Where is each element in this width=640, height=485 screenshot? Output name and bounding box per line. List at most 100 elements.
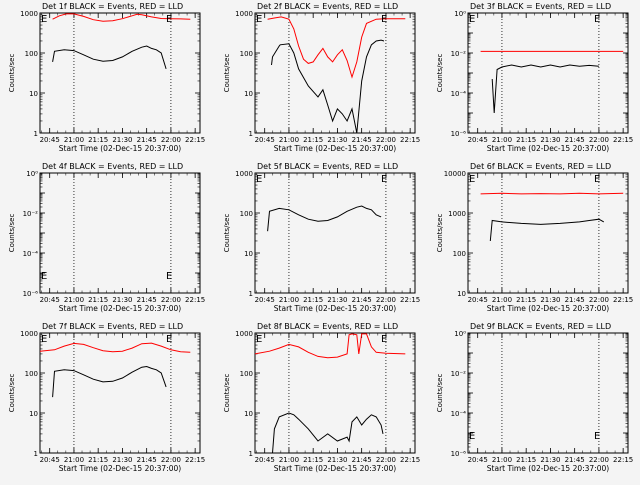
x-tick-label: 21:00 [492, 456, 512, 464]
y-tick-label: 100 [240, 210, 253, 218]
x-tick-label: 20:45 [468, 456, 488, 464]
event-marker: E [166, 14, 172, 25]
event-marker: E [469, 174, 475, 185]
x-axis-label: Start Time (02-Dec-15 20:37:00) [59, 304, 181, 313]
y-axis-label: Counts/sec [436, 54, 444, 93]
event-marker: E [166, 334, 172, 345]
x-tick-label: 22:15 [400, 456, 420, 464]
x-tick-label: 21:30 [327, 136, 347, 144]
x-tick-label: 22:00 [161, 136, 181, 144]
panel-title: Det 1f BLACK = Events, RED = LLD [42, 2, 183, 11]
event-marker: E [594, 431, 600, 442]
x-tick-label: 21:15 [516, 296, 536, 304]
x-tick-label: 21:30 [327, 456, 347, 464]
y-tick-label: 1 [249, 450, 253, 458]
y-tick-label: 1000 [20, 330, 38, 338]
data-series-line [272, 412, 384, 454]
x-tick-label: 21:30 [540, 136, 560, 144]
event-marker: E [594, 14, 600, 25]
x-tick-label: 21:30 [112, 136, 132, 144]
x-axis-label: Start Time (02-Dec-15 20:37:00) [59, 464, 181, 473]
x-tick-label: 21:30 [540, 456, 560, 464]
x-axis-label: Start Time (02-Dec-15 20:37:00) [274, 464, 396, 473]
x-tick-label: 21:00 [279, 136, 299, 144]
data-series-line [491, 64, 599, 114]
y-tick-label: 10 [244, 250, 253, 258]
x-tick-label: 22:00 [589, 136, 609, 144]
x-tick-label: 22:15 [400, 136, 420, 144]
event-marker: E [166, 271, 172, 282]
x-tick-label: 21:00 [279, 456, 299, 464]
data-series-line [489, 218, 605, 242]
x-tick-label: 21:00 [492, 136, 512, 144]
panel-title: Det 5f BLACK = Events, RED = LLD [257, 162, 398, 171]
x-tick-label: 20:45 [255, 136, 275, 144]
x-tick-label: 22:00 [589, 296, 609, 304]
y-axis-label: Counts/sec [436, 214, 444, 253]
event-marker: E [256, 174, 262, 185]
x-tick-label: 22:00 [589, 456, 609, 464]
plot-frame [467, 172, 629, 294]
plot-frame [467, 12, 629, 134]
x-axis-label: Start Time (02-Dec-15 20:37:00) [274, 304, 396, 313]
panel-6: Det 6f BLACK = Events, RED = LLD 10 100 100… [436, 162, 633, 313]
x-tick-label: 20:45 [468, 296, 488, 304]
data-series-line [254, 333, 406, 359]
x-tick-label: 21:45 [137, 296, 157, 304]
x-tick-label: 21:15 [88, 296, 108, 304]
x-tick-label: 20:45 [255, 296, 275, 304]
x-tick-label: 22:15 [185, 456, 205, 464]
event-marker: E [469, 14, 475, 25]
x-tick-label: 22:15 [400, 296, 420, 304]
y-tick-label: 1000 [235, 10, 253, 18]
panel-7: Det 7f BLACK = Events, RED = LLD 1 10 100 10… [8, 322, 205, 473]
y-tick-label: 10⁰ [26, 170, 38, 178]
event-marker: E [381, 174, 387, 185]
x-tick-label: 21:15 [516, 136, 536, 144]
y-axis-label: Counts/sec [436, 374, 444, 413]
x-tick-label: 21:30 [540, 296, 560, 304]
panel-2: Det 2f BLACK = Events, RED = LLD 1 10 100 10… [223, 2, 420, 153]
y-tick-label: 100 [240, 370, 253, 378]
event-marker: E [256, 334, 262, 345]
y-tick-label: 10 [244, 410, 253, 418]
y-tick-label: 10⁻⁴ [451, 90, 467, 98]
y-tick-label: 1 [249, 130, 253, 138]
x-tick-label: 21:15 [303, 456, 323, 464]
y-tick-label: 10 [29, 90, 38, 98]
x-tick-label: 22:00 [376, 456, 396, 464]
plot-frame [39, 332, 201, 454]
y-tick-label: 1000 [20, 10, 38, 18]
x-tick-label: 21:00 [279, 296, 299, 304]
event-marker: E [256, 14, 262, 25]
x-tick-label: 21:30 [112, 296, 132, 304]
x-tick-label: 21:00 [64, 136, 84, 144]
y-tick-label: 10 [244, 90, 253, 98]
x-tick-label: 21:15 [303, 296, 323, 304]
x-tick-label: 22:15 [613, 296, 633, 304]
y-tick-label: 10⁰ [454, 10, 466, 18]
panel-title: Det 6f BLACK = Events, RED = LLD [470, 162, 611, 171]
x-tick-label: 21:45 [137, 456, 157, 464]
x-axis-label: Start Time (02-Dec-15 20:37:00) [274, 144, 396, 153]
x-tick-label: 21:15 [516, 456, 536, 464]
panel-title: Det 8f BLACK = Events, RED = LLD [257, 322, 398, 331]
data-series-line [271, 39, 385, 134]
panel-title: Det 4f BLACK = Events, RED = LLD [42, 162, 183, 171]
y-tick-label: 10⁻⁶ [23, 290, 39, 298]
plot-frame [254, 12, 416, 134]
x-tick-label: 21:15 [88, 136, 108, 144]
x-axis-label: Start Time (02-Dec-15 20:37:00) [487, 144, 609, 153]
y-tick-label: 10⁻⁴ [23, 250, 39, 258]
x-tick-label: 22:00 [161, 296, 181, 304]
x-tick-label: 21:45 [352, 456, 372, 464]
y-axis-label: Counts/sec [8, 54, 16, 93]
x-tick-label: 20:45 [40, 296, 60, 304]
event-marker: E [381, 334, 387, 345]
panel-3: Det 3f BLACK = Events, RED = LLD 10⁻⁶ 10⁻⁴… [436, 2, 633, 153]
y-tick-label: 10⁻² [23, 210, 39, 218]
event-marker: E [41, 334, 47, 345]
x-tick-label: 20:45 [468, 136, 488, 144]
